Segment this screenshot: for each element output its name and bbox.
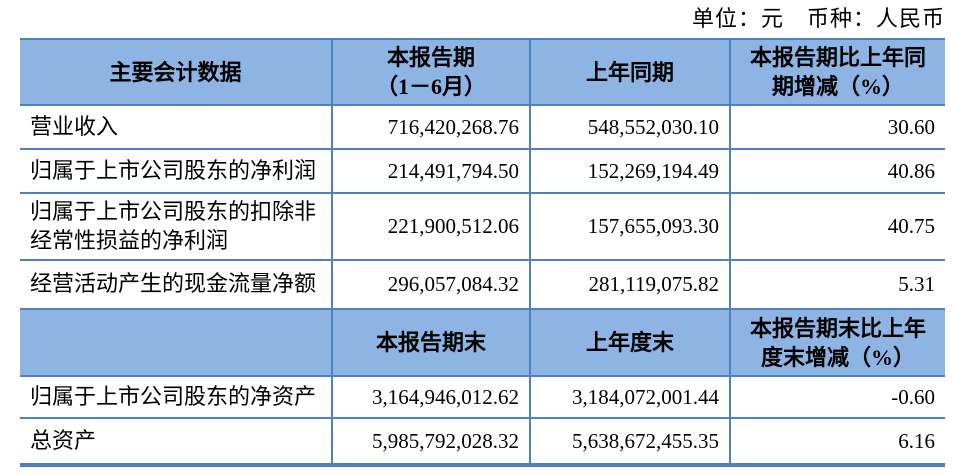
prior-year-end-value: 5,638,672,455.35 <box>529 417 731 468</box>
prior-year-end-value: 3,184,072,001.44 <box>529 375 731 420</box>
change-percent-value: 40.75 <box>729 192 945 262</box>
prior-period-value: 281,119,075.82 <box>529 259 731 311</box>
prior-period-value: 548,552,030.10 <box>529 104 731 151</box>
current-period-value: 296,057,084.32 <box>331 259 531 311</box>
change-percent-value: 30.60 <box>729 104 945 151</box>
metric-label: 归属于上市公司股东的净资产 <box>20 375 333 420</box>
current-period-value: 214,491,794.50 <box>331 148 531 195</box>
table-row-total-assets: 总资产 5,985,792,028.32 5,638,672,455.35 6.… <box>20 417 945 468</box>
table-row-operating-cash-flow: 经营活动产生的现金流量净额 296,057,084.32 281,119,075… <box>20 259 945 311</box>
financial-summary-table: 主要会计数据 本报告期 （1－6月） 上年同期 本报告期比上年同 期增减（%） … <box>20 37 945 468</box>
header-yoy-change-percent: 本报告期比上年同 期增减（%） <box>729 37 945 107</box>
unit-currency-label: 单位：元 币种：人民币 <box>691 6 945 31</box>
change-percent-value: 40.86 <box>729 148 945 195</box>
header-current-period: 本报告期 （1－6月） <box>331 37 531 107</box>
prior-period-value: 157,655,093.30 <box>529 192 731 262</box>
period-end-header-row: 本报告期末 上年度末 本报告期末比上年 度末增减（%） <box>20 308 945 378</box>
header-prior-year-same-period: 上年同期 <box>529 37 731 107</box>
table-row-net-profit-excl-nonrecurring: 归属于上市公司股东的扣除非经常性损益的净利润 221,900,512.06 15… <box>20 192 945 262</box>
header-current-period-end: 本报告期末 <box>331 308 531 378</box>
metric-label: 归属于上市公司股东的扣除非经常性损益的净利润 <box>20 192 333 262</box>
metric-label: 营业收入 <box>20 104 333 151</box>
header-prior-year-end: 上年度末 <box>529 308 731 378</box>
metric-label: 归属于上市公司股东的净利润 <box>20 148 333 195</box>
change-percent-value: -0.60 <box>729 375 945 420</box>
table-row-net-profit: 归属于上市公司股东的净利润 214,491,794.50 152,269,194… <box>20 148 945 195</box>
current-period-value: 221,900,512.06 <box>331 192 531 262</box>
metric-label: 总资产 <box>20 417 333 468</box>
current-period-value: 716,420,268.76 <box>331 104 531 151</box>
header-spacer-cell <box>20 308 333 378</box>
table-row-net-assets: 归属于上市公司股东的净资产 3,164,946,012.62 3,184,072… <box>20 375 945 420</box>
metric-label: 经营活动产生的现金流量净额 <box>20 259 333 311</box>
table-row-operating-revenue: 营业收入 716,420,268.76 548,552,030.10 30.60 <box>20 104 945 151</box>
header-period-end-change-percent: 本报告期末比上年 度末增减（%） <box>729 308 945 378</box>
header-main-accounting-data: 主要会计数据 <box>20 37 333 107</box>
prior-period-value: 152,269,194.49 <box>529 148 731 195</box>
change-percent-value: 5.31 <box>729 259 945 311</box>
change-percent-value: 6.16 <box>729 417 945 468</box>
period-header-row: 主要会计数据 本报告期 （1－6月） 上年同期 本报告期比上年同 期增减（%） <box>20 37 945 107</box>
current-period-end-value: 3,164,946,012.62 <box>331 375 531 420</box>
current-period-end-value: 5,985,792,028.32 <box>331 417 531 468</box>
